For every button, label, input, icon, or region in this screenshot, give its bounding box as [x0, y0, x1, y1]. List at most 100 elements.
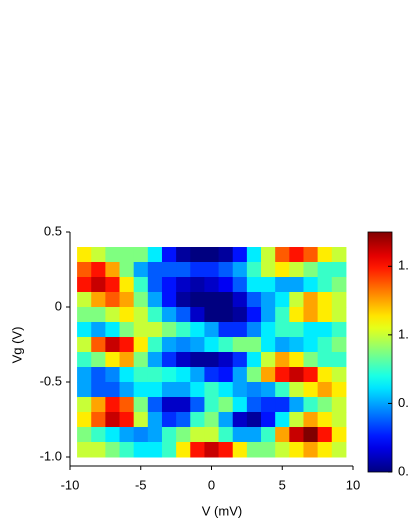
heatmap-cell	[105, 382, 121, 398]
colorbar	[367, 231, 393, 473]
heatmap-cell	[176, 427, 191, 443]
heatmap-cell	[275, 382, 290, 398]
heatmap-cell	[218, 352, 234, 368]
heatmap-cell	[176, 307, 191, 323]
heatmap-cell	[105, 352, 121, 368]
x-tick-label: 5	[279, 477, 286, 492]
heatmap	[77, 247, 347, 458]
heatmap-cell	[77, 382, 92, 398]
heatmap-cell	[232, 247, 248, 263]
heatmap-cell	[91, 322, 106, 338]
heatmap-cell	[190, 382, 205, 398]
heatmap-cell	[147, 307, 163, 323]
heatmap-cell	[105, 337, 121, 353]
heatmap-cell	[133, 397, 149, 413]
heatmap-cell	[119, 442, 135, 458]
heatmap-cell	[317, 247, 333, 263]
heatmap-cell	[331, 382, 347, 398]
heatmap-cell	[317, 277, 333, 293]
heatmap-cell	[91, 262, 106, 278]
x-tick-label: -10	[61, 477, 80, 492]
heatmap-cell	[246, 427, 262, 443]
heatmap-cell	[133, 262, 149, 278]
heatmap-cell	[77, 442, 92, 458]
heatmap-cell	[246, 277, 262, 293]
heatmap-cell	[119, 247, 135, 263]
heatmap-cell	[204, 322, 220, 338]
heatmap-cell	[275, 397, 290, 413]
heatmap-cell	[246, 322, 262, 338]
heatmap-cell	[119, 337, 135, 353]
heatmap-cell	[190, 307, 205, 323]
heatmap-cell	[232, 292, 248, 308]
heatmap-cell	[77, 277, 92, 293]
heatmap-cell	[176, 247, 191, 263]
heatmap-cell	[261, 412, 276, 428]
heatmap-cell	[190, 427, 205, 443]
heatmap-cell	[261, 292, 276, 308]
heatmap-cell	[317, 397, 333, 413]
heatmap-cell	[190, 292, 205, 308]
heatmap-cell	[190, 352, 205, 368]
heatmap-cell	[190, 442, 205, 458]
heatmap-cell	[317, 262, 333, 278]
heatmap-cell	[147, 442, 163, 458]
heatmap-cell	[147, 427, 163, 443]
heatmap-cell	[204, 277, 220, 293]
heatmap-cell	[218, 412, 234, 428]
heatmap-cell	[317, 442, 333, 458]
colorbar-tick-label: 0.	[398, 463, 409, 478]
heatmap-cell	[331, 427, 347, 443]
heatmap-cell	[105, 307, 121, 323]
x-tick-label: -5	[135, 477, 147, 492]
heatmap-cell	[289, 412, 304, 428]
heatmap-cell	[331, 247, 347, 263]
heatmap-cell	[303, 262, 319, 278]
heatmap-cell	[232, 442, 248, 458]
heatmap-cell	[261, 382, 276, 398]
heatmap-cell	[232, 322, 248, 338]
heatmap-cell	[275, 247, 290, 263]
heatmap-cell	[91, 382, 106, 398]
heatmap-cell	[303, 442, 319, 458]
heatmap-cell	[275, 337, 290, 353]
colorbar-tick-label: 1.	[398, 258, 409, 273]
heatmap-cell	[275, 352, 290, 368]
heatmap-cell	[303, 247, 319, 263]
heatmap-cell	[303, 307, 319, 323]
heatmap-cell	[77, 412, 92, 428]
heatmap-cell	[232, 397, 248, 413]
heatmap-cell	[176, 337, 191, 353]
heatmap-cell	[317, 367, 333, 383]
heatmap-cell	[204, 307, 220, 323]
heatmap-cell	[275, 322, 290, 338]
heatmap-cell	[289, 352, 304, 368]
heatmap-cell	[246, 352, 262, 368]
heatmap-cell	[91, 397, 106, 413]
heatmap-cell	[161, 427, 177, 443]
heatmap-cell	[303, 277, 319, 293]
heatmap-cell	[77, 397, 92, 413]
heatmap-cell	[119, 307, 135, 323]
heatmap-cell	[246, 442, 262, 458]
heatmap-cell	[105, 367, 121, 383]
heatmap-cell	[105, 442, 121, 458]
heatmap-cell	[147, 397, 163, 413]
heatmap-cell	[161, 307, 177, 323]
heatmap-cell	[133, 337, 149, 353]
heatmap-cell	[317, 352, 333, 368]
heatmap-cell	[317, 292, 333, 308]
heatmap-cell	[161, 352, 177, 368]
heatmap-cell	[77, 427, 92, 443]
heatmap-cell	[176, 262, 191, 278]
heatmap-cell	[119, 292, 135, 308]
heatmap-cell	[261, 322, 276, 338]
heatmap-cell	[133, 247, 149, 263]
y-axis-label: Vg (V)	[9, 327, 24, 364]
heatmap-cell	[161, 412, 177, 428]
heatmap-cell	[303, 352, 319, 368]
heatmap-cell	[218, 307, 234, 323]
heatmap-cell	[331, 367, 347, 383]
heatmap-cell	[133, 352, 149, 368]
